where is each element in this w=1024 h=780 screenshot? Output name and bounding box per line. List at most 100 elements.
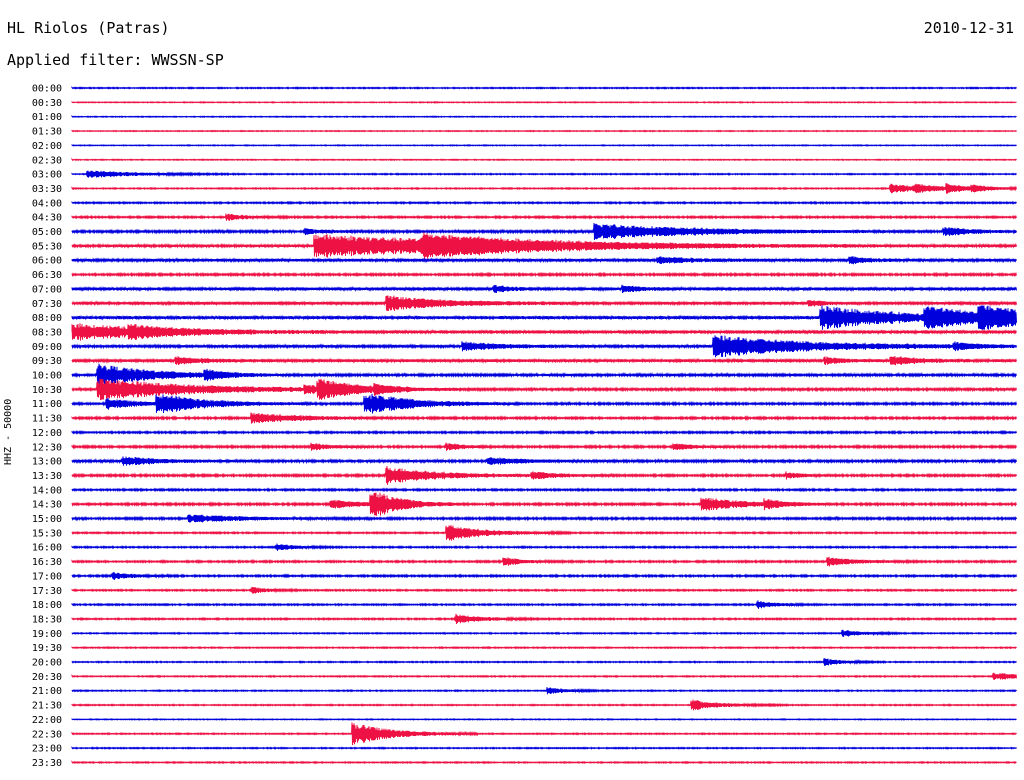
time-label: 19:00 xyxy=(32,629,62,640)
time-label: 08:00 xyxy=(32,313,62,324)
seismic-trace xyxy=(71,412,1017,424)
seismic-trace xyxy=(71,429,1017,435)
seismic-trace xyxy=(71,213,1017,221)
time-label: 22:00 xyxy=(32,715,62,726)
seismic-trace xyxy=(71,442,1017,451)
time-label: 00:00 xyxy=(32,84,62,95)
seismic-trace xyxy=(71,271,1017,278)
time-label: 01:30 xyxy=(32,127,62,138)
seismic-trace xyxy=(71,363,1017,387)
time-label: 06:30 xyxy=(32,270,62,281)
seismic-trace xyxy=(71,586,1017,594)
time-label: 13:00 xyxy=(32,457,62,468)
time-label: 02:00 xyxy=(32,141,62,152)
time-label: 00:30 xyxy=(32,98,62,109)
seismic-trace xyxy=(71,115,1017,119)
seismic-trace xyxy=(71,687,1017,695)
seismic-trace xyxy=(71,556,1017,567)
time-label: 04:30 xyxy=(32,213,62,224)
filter-label: Applied filter: WWSSN-SP xyxy=(7,51,224,69)
time-label: 19:30 xyxy=(32,643,62,654)
time-label: 15:30 xyxy=(32,528,62,539)
time-label: 09:00 xyxy=(32,342,62,353)
time-label: 09:30 xyxy=(32,356,62,367)
time-label: 18:30 xyxy=(32,614,62,625)
seismic-trace xyxy=(71,487,1017,493)
time-label: 14:00 xyxy=(32,485,62,496)
time-label: 18:00 xyxy=(32,600,62,611)
time-label: 07:30 xyxy=(32,299,62,310)
time-label: 11:30 xyxy=(32,414,62,425)
seismic-trace xyxy=(71,571,1017,580)
seismic-trace xyxy=(71,323,1017,341)
time-label: 07:00 xyxy=(32,284,62,295)
time-label: 12:30 xyxy=(32,442,62,453)
time-label: 14:30 xyxy=(32,500,62,511)
seismic-trace xyxy=(71,722,1017,746)
seismic-trace xyxy=(71,232,1017,260)
seismic-trace xyxy=(71,284,1017,294)
seismic-trace xyxy=(71,256,1017,265)
seismic-trace xyxy=(71,543,1017,551)
seismic-trace xyxy=(71,157,1017,162)
time-label: 05:30 xyxy=(32,241,62,252)
seismic-trace xyxy=(71,378,1017,401)
seismic-trace xyxy=(71,613,1017,625)
seismic-trace xyxy=(71,699,1017,711)
time-label: 16:00 xyxy=(32,543,62,554)
time-label: 03:30 xyxy=(32,184,62,195)
seismic-trace xyxy=(71,456,1017,466)
time-label: 17:00 xyxy=(32,571,62,582)
seismic-trace xyxy=(71,144,1017,147)
seismic-trace xyxy=(71,466,1017,485)
time-label: 21:00 xyxy=(32,686,62,697)
time-label: 17:30 xyxy=(32,586,62,597)
seismic-trace xyxy=(71,335,1017,358)
seismic-trace xyxy=(71,129,1017,133)
seismic-trace xyxy=(71,305,1017,330)
station-title: HL Riolos (Patras) xyxy=(7,19,170,37)
time-label: 03:00 xyxy=(32,170,62,181)
seismic-trace xyxy=(71,492,1017,516)
time-label: 23:00 xyxy=(32,744,62,755)
seismic-trace xyxy=(71,745,1017,750)
time-label: 08:30 xyxy=(32,327,62,338)
time-label: 22:30 xyxy=(32,729,62,740)
traces xyxy=(71,85,1017,765)
time-label: 23:30 xyxy=(32,758,62,769)
seismic-trace xyxy=(71,658,1017,666)
time-label: 10:30 xyxy=(32,385,62,396)
seismic-trace xyxy=(71,645,1017,650)
time-label: 12:00 xyxy=(32,428,62,439)
seismic-trace xyxy=(71,85,1017,90)
seismic-trace xyxy=(71,760,1017,765)
seismic-trace xyxy=(71,718,1017,721)
time-labels: 00:00 00:30 01:00 01:30 02:00 02:30 03:00 03:30… xyxy=(32,84,62,769)
time-label: 20:30 xyxy=(32,672,62,683)
seismic-trace xyxy=(71,200,1017,205)
seismic-trace xyxy=(71,629,1017,637)
time-label: 13:30 xyxy=(32,471,62,482)
time-label: 04:00 xyxy=(32,198,62,209)
seismic-trace xyxy=(71,393,1017,414)
time-label: 11:00 xyxy=(32,399,62,410)
seismic-trace xyxy=(71,295,1017,311)
seismic-trace xyxy=(71,222,1017,241)
time-label: 20:00 xyxy=(32,658,62,669)
seismic-trace xyxy=(71,100,1017,104)
time-label: 06:00 xyxy=(32,256,62,267)
seismic-trace xyxy=(71,600,1017,609)
seismic-trace xyxy=(71,514,1017,523)
time-label: 21:30 xyxy=(32,701,62,712)
seismic-trace xyxy=(71,672,1017,680)
time-label: 01:00 xyxy=(32,112,62,123)
date-label: 2010-12-31 xyxy=(923,19,1014,37)
time-label: 02:30 xyxy=(32,155,62,166)
seismic-trace xyxy=(71,356,1017,366)
time-label: 15:00 xyxy=(32,514,62,525)
seismic-trace xyxy=(71,525,1017,541)
time-label: 05:00 xyxy=(32,227,62,238)
time-label: 10:00 xyxy=(32,371,62,382)
time-label: 16:30 xyxy=(32,557,62,568)
